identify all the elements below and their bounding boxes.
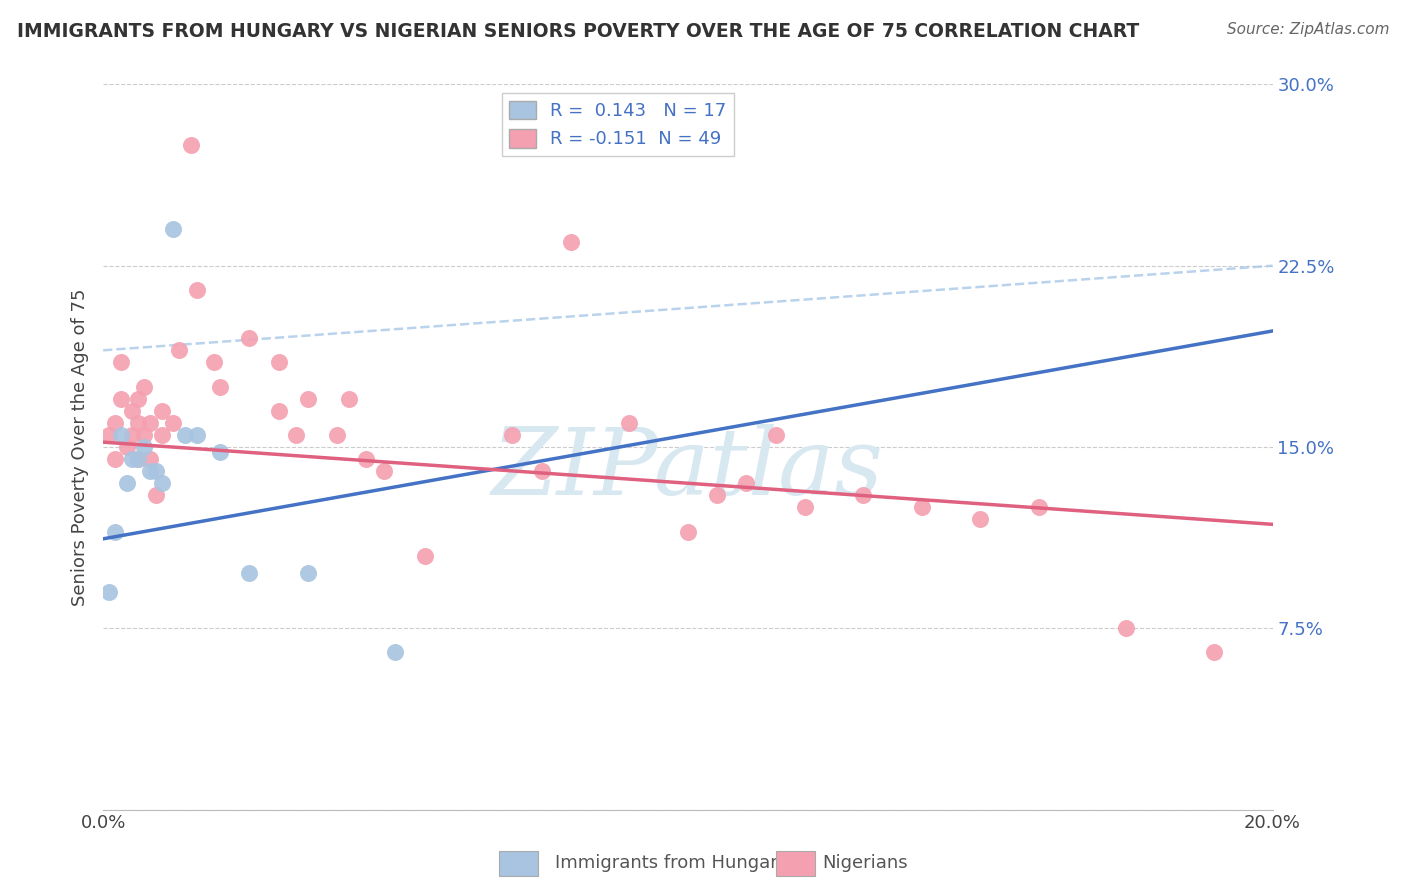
Text: Nigerians: Nigerians — [823, 855, 908, 872]
Point — [501, 428, 523, 442]
Point — [127, 416, 149, 430]
Point — [384, 645, 406, 659]
Point — [104, 524, 127, 539]
Point — [104, 452, 127, 467]
Point — [162, 222, 184, 236]
Point — [969, 512, 991, 526]
Point — [150, 403, 173, 417]
Legend: R =  0.143   N = 17, R = -0.151  N = 49: R = 0.143 N = 17, R = -0.151 N = 49 — [502, 94, 734, 155]
Y-axis label: Seniors Poverty Over the Age of 75: Seniors Poverty Over the Age of 75 — [72, 288, 89, 606]
Point — [186, 428, 208, 442]
Point — [297, 566, 319, 580]
Point — [209, 379, 232, 393]
Point — [852, 488, 875, 502]
Point — [297, 392, 319, 406]
Point — [238, 566, 260, 580]
Point — [413, 549, 436, 563]
Point — [267, 355, 290, 369]
Point — [98, 428, 121, 442]
Point — [337, 392, 360, 406]
Point — [132, 428, 155, 442]
Point — [167, 343, 190, 358]
Point — [127, 392, 149, 406]
Point — [150, 476, 173, 491]
Point — [132, 379, 155, 393]
Point — [1115, 621, 1137, 635]
Point — [110, 392, 132, 406]
Point — [98, 585, 121, 599]
Point — [676, 524, 699, 539]
Point — [238, 331, 260, 345]
Point — [209, 445, 232, 459]
Point — [110, 355, 132, 369]
Point — [139, 416, 162, 430]
Point — [115, 476, 138, 491]
Point — [619, 416, 641, 430]
Point — [121, 403, 143, 417]
Point — [127, 452, 149, 467]
Point — [121, 452, 143, 467]
Point — [285, 428, 308, 442]
Text: Source: ZipAtlas.com: Source: ZipAtlas.com — [1226, 22, 1389, 37]
Point — [326, 428, 349, 442]
Point — [765, 428, 787, 442]
Point — [110, 428, 132, 442]
Point — [150, 428, 173, 442]
Point — [132, 440, 155, 454]
Text: ZIPatlas: ZIPatlas — [492, 424, 884, 514]
Point — [793, 500, 815, 515]
Point — [139, 452, 162, 467]
Point — [530, 464, 553, 478]
Point — [186, 283, 208, 297]
Text: Immigrants from Hungary: Immigrants from Hungary — [555, 855, 789, 872]
Point — [104, 416, 127, 430]
Point — [174, 428, 197, 442]
Point — [127, 452, 149, 467]
Point — [267, 403, 290, 417]
Point — [145, 488, 167, 502]
Point — [202, 355, 225, 369]
Point — [735, 476, 758, 491]
Point — [911, 500, 934, 515]
Point — [706, 488, 728, 502]
Point — [145, 464, 167, 478]
Point — [180, 137, 202, 152]
Point — [560, 235, 582, 249]
Point — [121, 428, 143, 442]
Point — [115, 440, 138, 454]
Point — [354, 452, 377, 467]
Point — [1202, 645, 1225, 659]
Text: IMMIGRANTS FROM HUNGARY VS NIGERIAN SENIORS POVERTY OVER THE AGE OF 75 CORRELATI: IMMIGRANTS FROM HUNGARY VS NIGERIAN SENI… — [17, 22, 1139, 41]
Point — [162, 416, 184, 430]
Point — [1028, 500, 1050, 515]
Point — [139, 464, 162, 478]
Point — [373, 464, 395, 478]
